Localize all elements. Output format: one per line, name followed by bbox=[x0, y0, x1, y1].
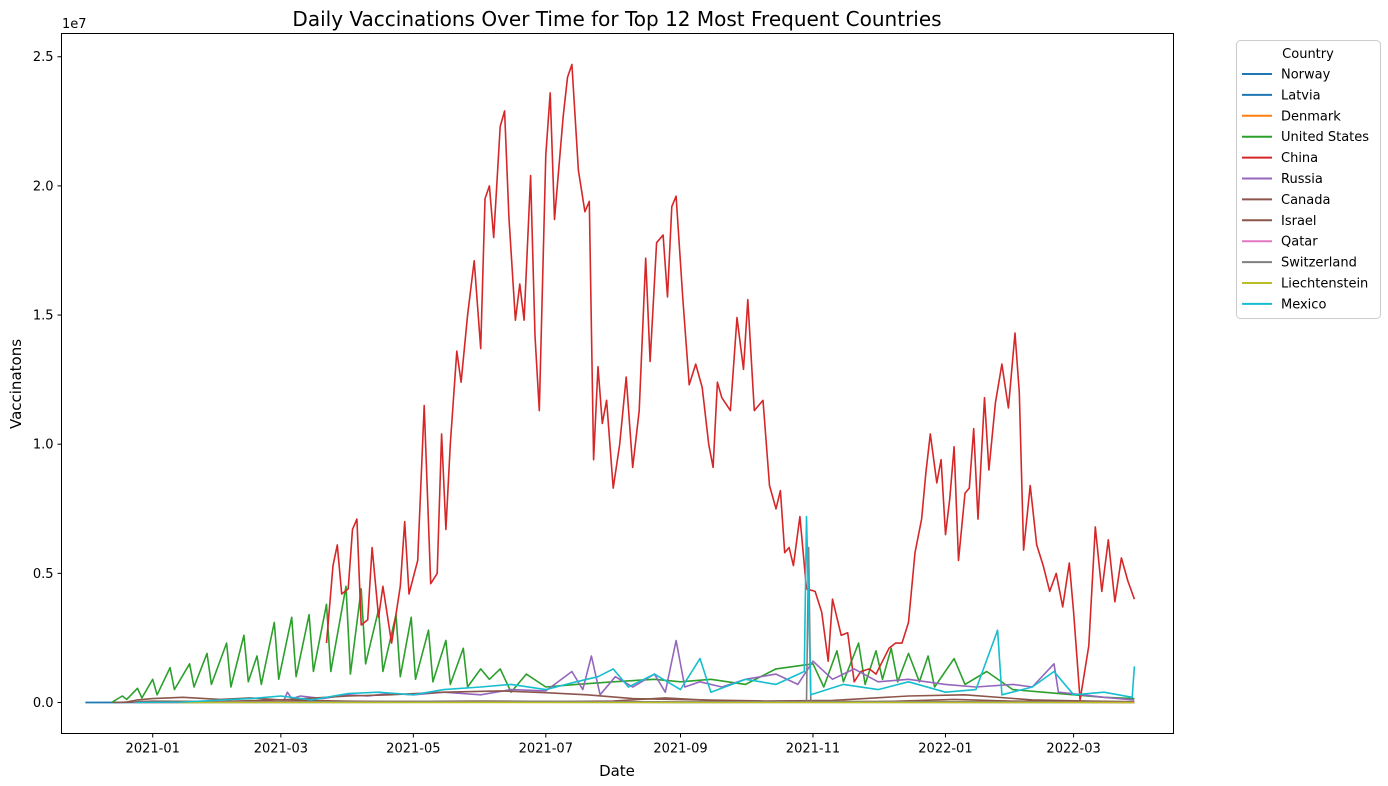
chart-title: Daily Vaccinations Over Time for Top 12 … bbox=[292, 7, 941, 31]
series-line-russia bbox=[282, 639, 1135, 703]
y-tick-label: 1.5 bbox=[33, 309, 54, 324]
legend-items: Norway Latvia Denmark United States China Rus… bbox=[1242, 68, 1369, 312]
legend-label-denmark: Denmark bbox=[1281, 109, 1341, 124]
y-offset-label: 1e7 bbox=[62, 17, 87, 32]
y-axis-label: Vaccinatons bbox=[7, 339, 25, 429]
x-tick-label: 2021-05 bbox=[386, 742, 440, 757]
x-tick-label: 2021-09 bbox=[653, 742, 707, 757]
x-tick-label: 2022-03 bbox=[1046, 742, 1100, 757]
legend-label-russia: Russia bbox=[1281, 172, 1323, 187]
series-line-switzerland bbox=[133, 546, 1135, 704]
legend: Country Norway Latvia Denmark United States… bbox=[1236, 40, 1381, 319]
x-axis-label: Date bbox=[599, 762, 635, 780]
x-tick-label: 2022-01 bbox=[918, 742, 972, 757]
legend-label-qatar: Qatar bbox=[1281, 235, 1318, 250]
y-tick-label: 0.5 bbox=[33, 567, 54, 582]
legend-label-liechtenstein: Liechtenstein bbox=[1281, 277, 1368, 292]
y-axis-ticks: 0.0 0.5 1.0 1.5 2.0 2.5 bbox=[33, 50, 62, 711]
legend-label-israel: Israel bbox=[1281, 214, 1317, 229]
legend-label-united-states: United States bbox=[1281, 130, 1369, 145]
x-tick-label: 2021-07 bbox=[519, 742, 573, 757]
series-line-china bbox=[325, 63, 1136, 701]
x-tick-label: 2021-01 bbox=[126, 742, 180, 757]
x-tick-label: 2021-03 bbox=[254, 742, 308, 757]
legend-frame bbox=[1236, 40, 1381, 319]
x-tick-label: 2021-11 bbox=[786, 742, 840, 757]
series-line-united-states bbox=[111, 585, 1135, 704]
legend-label-latvia: Latvia bbox=[1281, 88, 1321, 103]
y-tick-label: 1.0 bbox=[33, 438, 54, 453]
x-axis-ticks: 2021-01 2021-03 2021-05 2021-07 2021-09 2021-… bbox=[126, 733, 1101, 757]
plot-lines bbox=[85, 63, 1136, 704]
legend-label-china: China bbox=[1281, 151, 1318, 166]
y-tick-label: 2.5 bbox=[33, 50, 54, 65]
series-line-mexico bbox=[135, 515, 1136, 704]
legend-label-mexico: Mexico bbox=[1281, 297, 1326, 312]
y-tick-label: 0.0 bbox=[33, 696, 54, 711]
plot-frame bbox=[61, 33, 1174, 734]
legend-label-norway: Norway bbox=[1281, 68, 1331, 83]
legend-label-canada: Canada bbox=[1281, 193, 1330, 208]
legend-title: Country bbox=[1282, 47, 1334, 62]
legend-label-switzerland: Switzerland bbox=[1281, 256, 1357, 271]
y-tick-label: 2.0 bbox=[33, 179, 54, 194]
